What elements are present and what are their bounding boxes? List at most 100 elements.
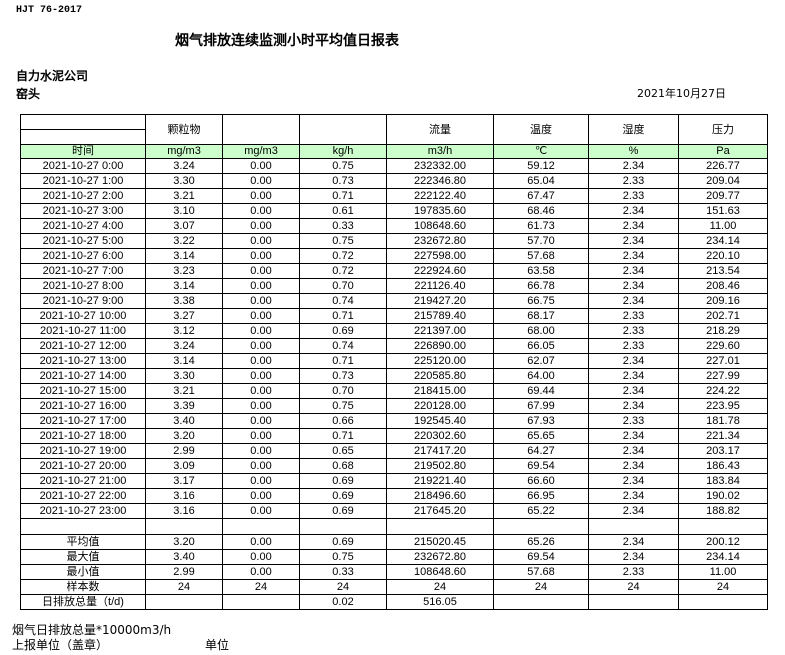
table-cell: 3.21 xyxy=(145,383,223,399)
table-cell: 2.34 xyxy=(588,233,679,249)
table-cell: 2.34 xyxy=(588,473,679,489)
header-cell xyxy=(20,114,146,130)
table-cell: 0.00 xyxy=(222,278,300,294)
table-cell: 3.12 xyxy=(145,323,223,339)
table-cell: 2.34 xyxy=(588,368,679,384)
table-cell: 215020.45 xyxy=(386,534,494,550)
table-cell xyxy=(20,518,146,535)
table-cell: 0.70 xyxy=(299,278,387,294)
site-name: 窑头 xyxy=(16,87,41,101)
table-cell: 0.66 xyxy=(299,413,387,429)
table-cell: 2.33 xyxy=(588,188,679,204)
table-cell: 208.46 xyxy=(678,278,768,294)
table-cell: 0.00 xyxy=(222,323,300,339)
table-cell: 219221.40 xyxy=(386,473,494,489)
table-cell: Pa xyxy=(678,144,768,159)
table-cell: 220128.00 xyxy=(386,398,494,414)
table-cell: 0.00 xyxy=(222,173,300,189)
table-cell: 65.65 xyxy=(493,428,589,444)
table-cell: 200.12 xyxy=(678,534,768,550)
table-cell: 190.02 xyxy=(678,488,768,504)
table-cell: 108648.60 xyxy=(386,564,494,580)
table-cell: 24 xyxy=(145,579,223,595)
table-cell: 2021-10-27 0:00 xyxy=(20,158,146,174)
table-row: 2021-10-27 12:00 3.24 0.00 0.74 226890.00 66.… xyxy=(20,338,768,354)
table-cell: 2.34 xyxy=(588,293,679,309)
stats-row: 最小值 2.99 0.00 0.33 108648.60 57.68 2.33 11.00 xyxy=(20,564,768,580)
table-cell: 3.16 xyxy=(145,488,223,504)
table-cell: 2.34 xyxy=(588,383,679,399)
table-cell: 226.77 xyxy=(678,158,768,174)
table-cell: 57.70 xyxy=(493,233,589,249)
table-cell: 0.74 xyxy=(299,338,387,354)
header-cell xyxy=(222,114,300,145)
table-cell: 11.00 xyxy=(678,564,768,580)
table-cell: 65.04 xyxy=(493,173,589,189)
table-row: 2021-10-27 21:00 3.17 0.00 0.69 219221.40 66.… xyxy=(20,473,768,489)
table-row: 2021-10-27 20:00 3.09 0.00 0.68 219502.80 69.… xyxy=(20,458,768,474)
table-cell: 3.14 xyxy=(145,248,223,264)
table-cell xyxy=(588,518,679,535)
table-cell: 0.74 xyxy=(299,293,387,309)
table-cell: 0.72 xyxy=(299,248,387,264)
table-cell: 57.68 xyxy=(493,248,589,264)
table-cell: 3.39 xyxy=(145,398,223,414)
table-row: 2021-10-27 6:00 3.14 0.00 0.72 227598.00 57.6… xyxy=(20,248,768,264)
table-row: 2021-10-27 16:00 3.39 0.00 0.75 220128.00 67.… xyxy=(20,398,768,414)
table-cell: 0.72 xyxy=(299,263,387,279)
table-cell: 2021-10-27 19:00 xyxy=(20,443,146,459)
table-cell: 234.14 xyxy=(678,549,768,565)
table-cell: 2021-10-27 12:00 xyxy=(20,338,146,354)
table-cell: 2.34 xyxy=(588,203,679,219)
table-cell: 232332.00 xyxy=(386,158,494,174)
table-cell: 221126.40 xyxy=(386,278,494,294)
table-cell: 24 xyxy=(588,579,679,595)
table-cell: 222346.80 xyxy=(386,173,494,189)
table-cell: 3.27 xyxy=(145,308,223,324)
table-cell xyxy=(222,594,300,610)
footer-note: 烟气日排放总量*10000m3/h xyxy=(12,623,172,637)
table-row: 2021-10-27 4:00 3.07 0.00 0.33 108648.60 61.7… xyxy=(20,218,768,234)
table-cell: 3.09 xyxy=(145,458,223,474)
table-cell xyxy=(145,594,223,610)
table-cell xyxy=(678,518,768,535)
table-cell: 2.33 xyxy=(588,308,679,324)
table-cell: 2021-10-27 2:00 xyxy=(20,188,146,204)
table-cell: 192545.40 xyxy=(386,413,494,429)
table-cell: 2021-10-27 17:00 xyxy=(20,413,146,429)
table-cell: 226890.00 xyxy=(386,338,494,354)
table-cell: 2021-10-27 7:00 xyxy=(20,263,146,279)
table-cell: 3.16 xyxy=(145,503,223,519)
table-cell: 0.61 xyxy=(299,203,387,219)
table-cell: 3.23 xyxy=(145,263,223,279)
table-cell: 2.34 xyxy=(588,443,679,459)
table-cell: 3.22 xyxy=(145,233,223,249)
table-cell: 3.24 xyxy=(145,158,223,174)
table-cell: 66.05 xyxy=(493,338,589,354)
table-cell: mg/m3 xyxy=(222,144,300,159)
table-cell: 3.20 xyxy=(145,428,223,444)
table-cell: 2.34 xyxy=(588,353,679,369)
table-cell: 2.34 xyxy=(588,158,679,174)
table-cell: 221.34 xyxy=(678,428,768,444)
table-cell: 62.07 xyxy=(493,353,589,369)
table-cell: 最小值 xyxy=(20,564,146,580)
table-cell: 0.75 xyxy=(299,398,387,414)
table-cell: mg/m3 xyxy=(145,144,223,159)
report-table: 颗粒物 流量 温度 湿度 压力 时间 mg/m3 mg/m3 kg/h m3/h ℃% Pa 2021-… xyxy=(20,114,768,610)
table-cell: 0.00 xyxy=(222,549,300,565)
table-cell: 67.99 xyxy=(493,398,589,414)
table-cell: 时间 xyxy=(20,144,146,159)
table-cell: 232672.80 xyxy=(386,233,494,249)
table-cell: 3.20 xyxy=(145,534,223,550)
table-cell: 2.33 xyxy=(588,338,679,354)
table-cell: 2.33 xyxy=(588,323,679,339)
table-cell: 3.40 xyxy=(145,549,223,565)
table-cell: 217645.20 xyxy=(386,503,494,519)
table-cell: 0.00 xyxy=(222,308,300,324)
table-cell: 24 xyxy=(493,579,589,595)
table-cell: 0.71 xyxy=(299,188,387,204)
header-cell: 流量 xyxy=(386,114,494,145)
table-cell: 0.71 xyxy=(299,428,387,444)
header-cell: 压力 xyxy=(678,114,768,145)
